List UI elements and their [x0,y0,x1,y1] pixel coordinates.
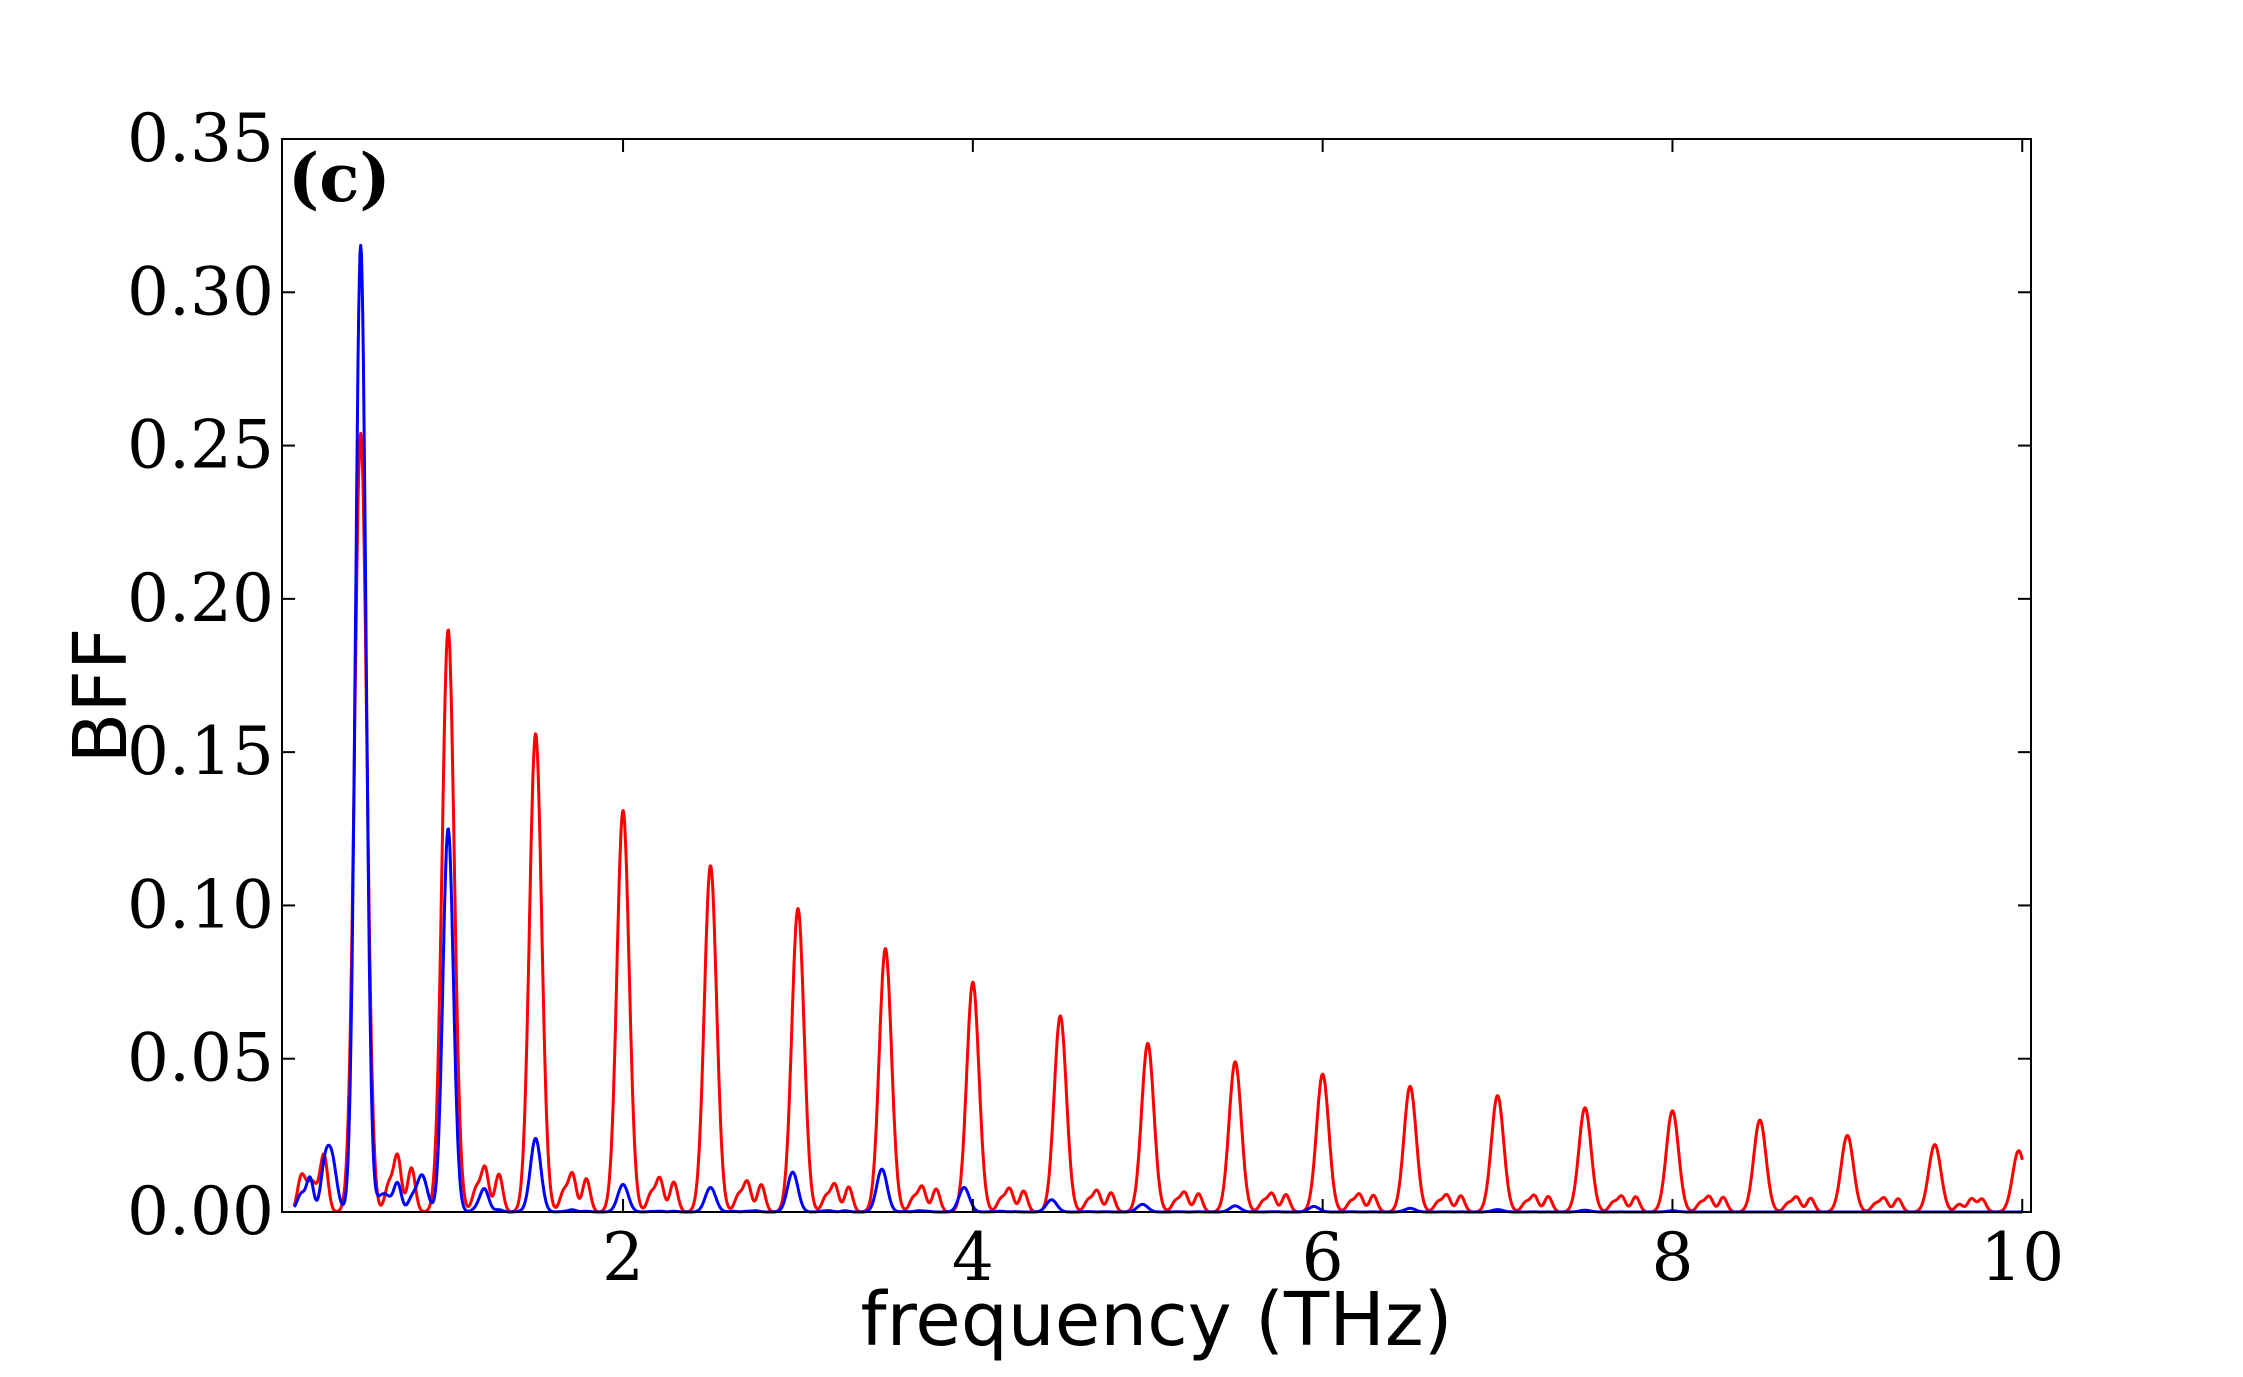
x-tick-label: 6 [1302,1219,1344,1296]
panel-label: (c) [288,139,391,217]
x-tick-label: 2 [602,1219,644,1296]
series-line-blue [292,243,2024,1214]
series-layer [292,243,2024,1214]
y-tick-label: 0.00 [127,1173,274,1250]
x-tick-label: 4 [952,1219,994,1296]
y-tick-label: 0.15 [127,713,274,790]
x-tick-label: 8 [1651,1219,1693,1296]
y-axis-label: BFF [58,628,144,764]
y-tick-label: 0.35 [127,100,274,177]
y-tick-label: 0.05 [127,1020,274,1097]
series-line-red [292,431,2024,1214]
plot-frame [281,138,2032,1213]
y-tick-label: 0.10 [127,866,274,943]
y-tick-label: 0.25 [127,407,274,484]
y-tick-label: 0.20 [127,560,274,637]
ticks-layer: 0.00 0.05 0.10 0.15 0.20 0.25 0.30 0.35 2 4 6 8 10 [127,100,2064,1296]
x-tick-label: 10 [1980,1219,2064,1296]
x-axis-label: frequency (THz) [860,1277,1452,1363]
y-tick-label: 0.30 [127,253,274,330]
